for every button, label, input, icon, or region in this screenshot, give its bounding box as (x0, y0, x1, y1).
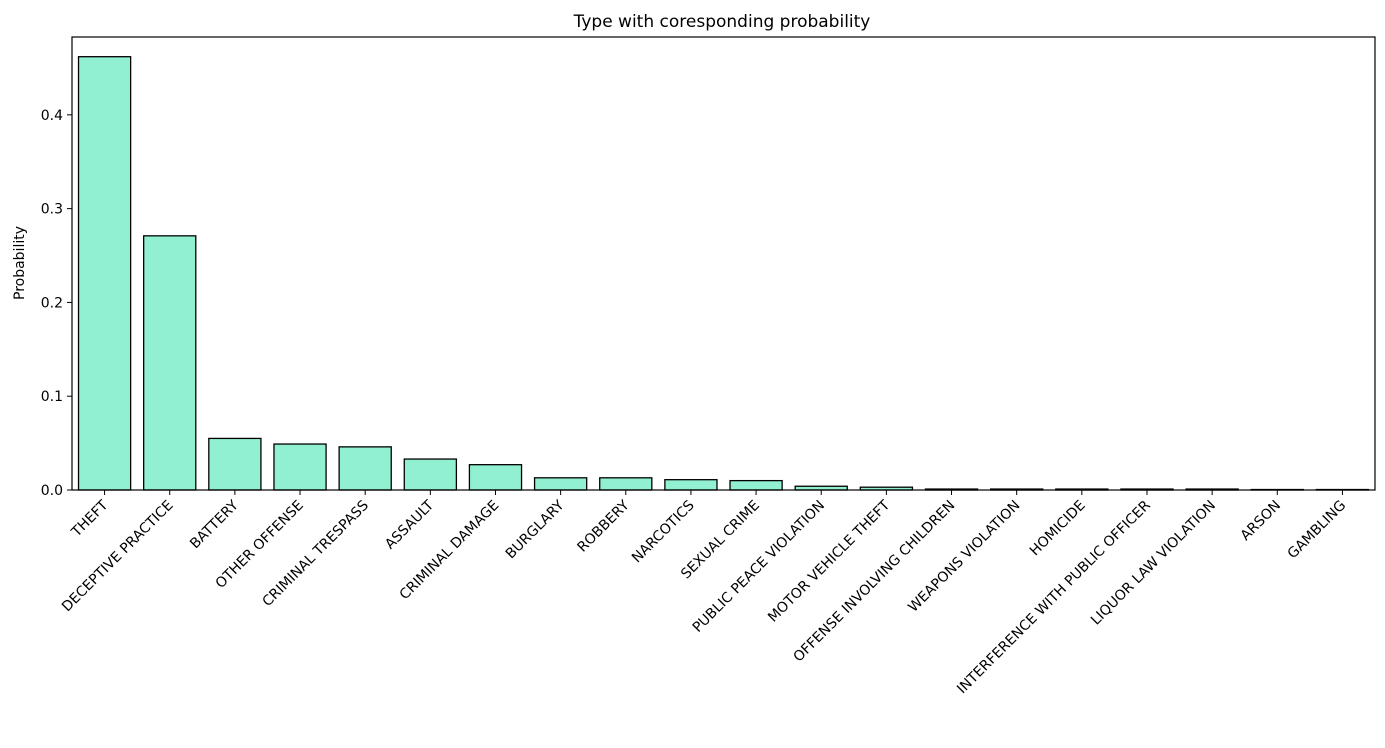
bar-narcotics (664, 479, 718, 491)
bar-other-offense (273, 443, 327, 491)
bar-battery (208, 437, 262, 491)
x-tick-label: PUBLIC PEACE VIOLATION (690, 498, 828, 636)
x-tick-label: ARSON (1238, 498, 1284, 544)
bar-theft (77, 56, 132, 491)
bars-layer (77, 56, 1370, 491)
x-tick-label: THEFT (68, 497, 112, 541)
bar-criminal-damage (468, 464, 523, 491)
x-tick-label: BATTERY (187, 497, 242, 552)
bar-sexual-crime (729, 479, 783, 491)
bar-robbery (599, 477, 653, 491)
bar-assault (403, 458, 458, 491)
y-tick-label: 0.4 (41, 108, 63, 124)
x-tick-label: GAMBLING (1285, 498, 1350, 563)
y-tick-label: 0.2 (41, 295, 63, 311)
y-tick-label: 0.3 (41, 202, 63, 218)
x-tick-label: ROBBERY (574, 497, 632, 555)
x-tick-label: LIQUOR LAW VIOLATION (1088, 498, 1219, 629)
x-tick-label: NARCOTICS (629, 497, 698, 566)
y-axis-label: Probability (12, 226, 28, 300)
x-tick-label: HOMICIDE (1027, 498, 1089, 560)
x-tick-label: CRIMINAL TRESPASS (260, 497, 373, 610)
x-tick-label: WEAPONS VIOLATION (905, 498, 1023, 616)
x-tick-label: MOTOR VEHICLE THEFT (765, 497, 893, 625)
bar-criminal-trespass (338, 446, 392, 491)
bar-deceptive-practice (143, 235, 197, 491)
y-tick-label: 0.0 (41, 483, 63, 499)
x-tick-label: ASSAULT (382, 497, 437, 552)
plot-frame (71, 36, 1376, 491)
bar-burglary (533, 477, 588, 491)
y-tick-label: 0.1 (41, 389, 63, 405)
y-axis-ticks: 0.0 0.1 0.2 0.3 0.4 (41, 108, 72, 499)
chart-title: Type with coresponding probability (573, 12, 871, 32)
x-tick-label: DECEPTIVE PRACTICE (59, 498, 177, 616)
x-tick-label: BURGLARY (503, 497, 568, 562)
